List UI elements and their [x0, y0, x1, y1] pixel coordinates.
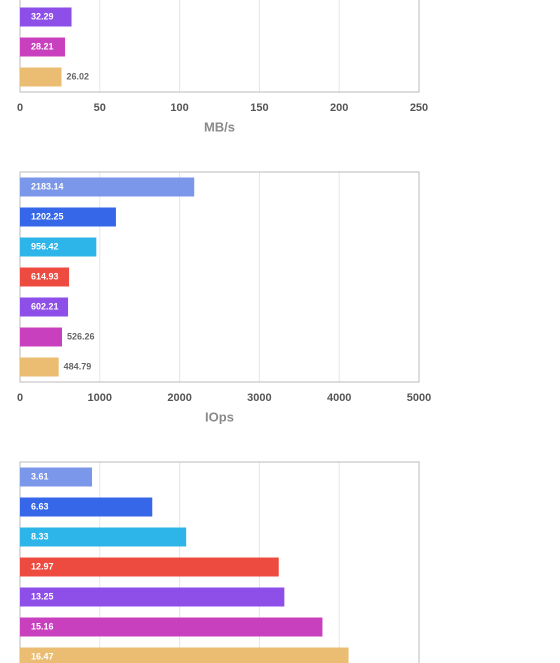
value-label: 13.25: [31, 591, 54, 601]
x-tick-label: 150: [250, 102, 268, 114]
bar: [20, 617, 323, 637]
plot-border: [19, 0, 420, 93]
bar: [20, 357, 59, 377]
bar: [20, 327, 62, 347]
bar: [20, 557, 279, 577]
bar: [20, 587, 285, 607]
x-tick-label: 250: [410, 102, 428, 114]
bar: [20, 207, 116, 227]
value-label: 602.21: [31, 301, 59, 311]
value-label: 32.29: [31, 11, 54, 21]
value-label: 2183.14: [31, 181, 64, 191]
bar: [20, 467, 93, 487]
value-label: 16.47: [31, 651, 54, 661]
value-label: 3.61: [31, 471, 49, 481]
bar: [20, 7, 72, 27]
value-label: 12.97: [31, 561, 54, 571]
x-tick-label: 4000: [327, 392, 351, 404]
x-tick-label: 3000: [247, 392, 271, 404]
value-label: 28.21: [31, 41, 54, 51]
value-label: 614.93: [31, 271, 59, 281]
bar: [20, 267, 70, 287]
value-label: 526.26: [67, 331, 95, 341]
value-label: 956.42: [31, 241, 59, 251]
bar: [20, 177, 195, 197]
value-label: 484.79: [64, 361, 92, 371]
x-tick-label: 2000: [167, 392, 191, 404]
x-tick-label: 200: [330, 102, 348, 114]
value-label: 6.63: [31, 501, 49, 511]
x-axis-label: MB/s: [204, 119, 235, 134]
value-label: 26.02: [67, 71, 90, 81]
bar: [20, 67, 62, 87]
bar: [20, 237, 97, 257]
bar: [20, 647, 349, 663]
bar: [20, 297, 69, 317]
x-tick-label: 1000: [88, 392, 112, 404]
plot-area: [19, 0, 420, 93]
value-label: 1202.25: [31, 211, 64, 221]
plot-area: [19, 171, 420, 383]
x-tick-label: 100: [170, 102, 188, 114]
bar: [20, 37, 66, 57]
x-tick-label: 0: [17, 392, 23, 404]
bar: [20, 527, 187, 547]
x-tick-label: 50: [94, 102, 106, 114]
x-axis-label: IOps: [205, 409, 234, 424]
bar: [20, 497, 153, 517]
value-label: 15.16: [31, 621, 54, 631]
x-tick-label: 5000: [407, 392, 431, 404]
x-tick-label: 0: [17, 102, 23, 114]
value-label: 8.33: [31, 531, 49, 541]
